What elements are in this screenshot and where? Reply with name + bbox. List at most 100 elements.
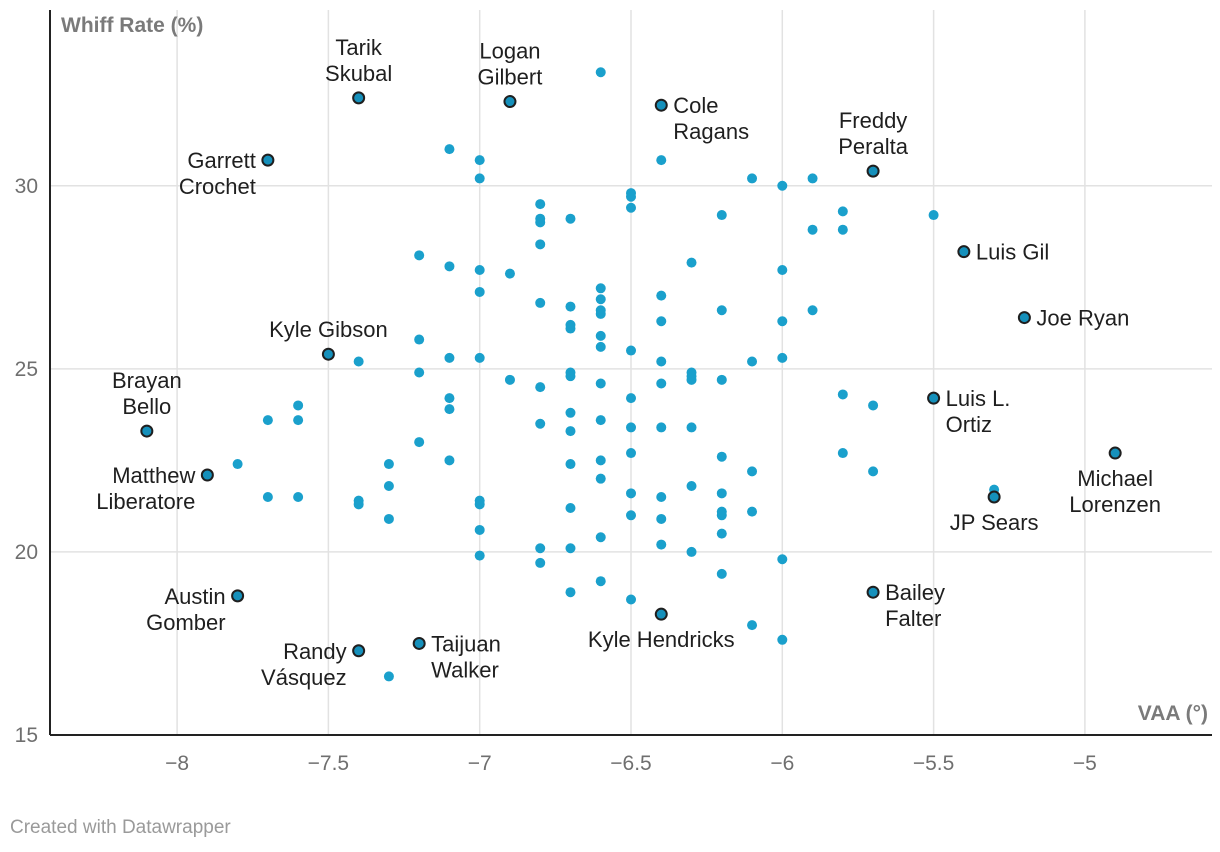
- data-point: [565, 371, 576, 382]
- y-tick-label: 15: [15, 724, 38, 747]
- data-point: [686, 546, 697, 557]
- point-label: Garrett Crochet: [179, 148, 256, 199]
- data-point: [383, 481, 394, 492]
- data-point: [716, 510, 727, 521]
- data-point: [595, 294, 606, 305]
- data-point: [565, 587, 576, 598]
- data-point: [595, 532, 606, 543]
- y-tick-label: 30: [15, 175, 38, 198]
- highlighted-point: [352, 91, 366, 105]
- data-point: [293, 415, 304, 426]
- data-point: [716, 374, 727, 385]
- data-point: [474, 155, 485, 166]
- data-point: [535, 297, 546, 308]
- data-point: [656, 539, 667, 550]
- grid-lines: [50, 10, 1212, 735]
- x-tick-label: −8: [165, 752, 189, 775]
- data-point: [444, 144, 455, 155]
- data-point: [444, 352, 455, 363]
- data-point: [595, 378, 606, 389]
- data-point: [837, 389, 848, 400]
- data-point: [837, 206, 848, 217]
- data-point: [595, 473, 606, 484]
- data-point: [777, 634, 788, 645]
- data-point: [747, 173, 758, 184]
- footer-credit: Created with Datawrapper: [10, 817, 231, 838]
- data-point: [504, 268, 515, 279]
- x-tick-label: −6: [770, 752, 794, 775]
- data-point: [656, 513, 667, 524]
- tick-labels: −8 −7.5 −7 −6.5 −6 −5.5 −5 15 20 25 30: [15, 175, 1097, 775]
- data-point: [807, 224, 818, 235]
- highlighted-point: [321, 347, 335, 361]
- data-point: [504, 374, 515, 385]
- x-tick-label: −7: [468, 752, 492, 775]
- data-point: [656, 290, 667, 301]
- data-point: [474, 499, 485, 510]
- data-point: [686, 422, 697, 433]
- highlighted-point: [1108, 446, 1122, 460]
- data-point: [565, 323, 576, 334]
- data-point: [716, 488, 727, 499]
- data-point: [656, 378, 667, 389]
- highlighted-point: [231, 589, 245, 603]
- data-point: [414, 334, 425, 345]
- data-point: [626, 510, 636, 521]
- highlighted-point: [261, 153, 275, 167]
- data-point: [716, 210, 727, 221]
- data-point: [535, 217, 546, 228]
- point-label: Taijuan Walker: [431, 631, 501, 682]
- point-label: Luis L. Ortiz: [946, 386, 1011, 437]
- data-point: [747, 506, 758, 517]
- data-point: [595, 308, 606, 319]
- highlighted-points: [140, 91, 1122, 658]
- data-point: [595, 341, 606, 352]
- data-point: [868, 466, 879, 477]
- data-point: [626, 488, 636, 499]
- data-point: [474, 173, 485, 184]
- data-point: [656, 316, 667, 327]
- point-label: Cole Ragans: [673, 93, 749, 144]
- data-point: [414, 367, 425, 378]
- point-label: Austin Gomber: [146, 584, 225, 635]
- y-tick-label: 20: [15, 541, 38, 564]
- point-label: Michael Lorenzen: [1069, 466, 1161, 517]
- data-point: [656, 356, 667, 367]
- y-axis-title: Whiff Rate (%): [61, 14, 203, 37]
- data-point: [535, 382, 546, 393]
- highlighted-point: [866, 164, 880, 178]
- data-point: [747, 466, 758, 477]
- data-point: [777, 554, 788, 565]
- point-label: Kyle Hendricks: [588, 627, 735, 652]
- data-point: [716, 528, 727, 539]
- point-label: Tarik Skubal: [325, 35, 392, 86]
- data-point: [262, 491, 273, 502]
- data-point: [565, 459, 576, 470]
- highlighted-point: [866, 585, 880, 599]
- data-point: [777, 180, 788, 191]
- data-point: [474, 286, 485, 297]
- data-point: [716, 568, 727, 579]
- data-point: [656, 491, 667, 502]
- data-point: [383, 459, 394, 470]
- point-label: Kyle Gibson: [269, 317, 388, 342]
- data-point: [353, 356, 364, 367]
- data-point: [565, 426, 576, 437]
- data-points: [232, 67, 1000, 682]
- data-point: [595, 283, 606, 294]
- data-point: [383, 513, 394, 524]
- data-point: [444, 404, 455, 415]
- highlighted-point: [987, 490, 1001, 504]
- data-point: [686, 481, 697, 492]
- highlighted-point: [1017, 311, 1031, 325]
- data-point: [807, 305, 818, 316]
- data-point: [626, 448, 636, 459]
- data-point: [626, 594, 636, 605]
- data-point: [565, 543, 576, 554]
- point-label: Freddy Peralta: [838, 108, 908, 159]
- x-axis-title: VAA (°): [1138, 702, 1208, 725]
- point-label: Matthew Liberatore: [96, 463, 195, 514]
- point-label: Logan Gilbert: [478, 39, 543, 90]
- point-label: Bailey Falter: [885, 580, 945, 631]
